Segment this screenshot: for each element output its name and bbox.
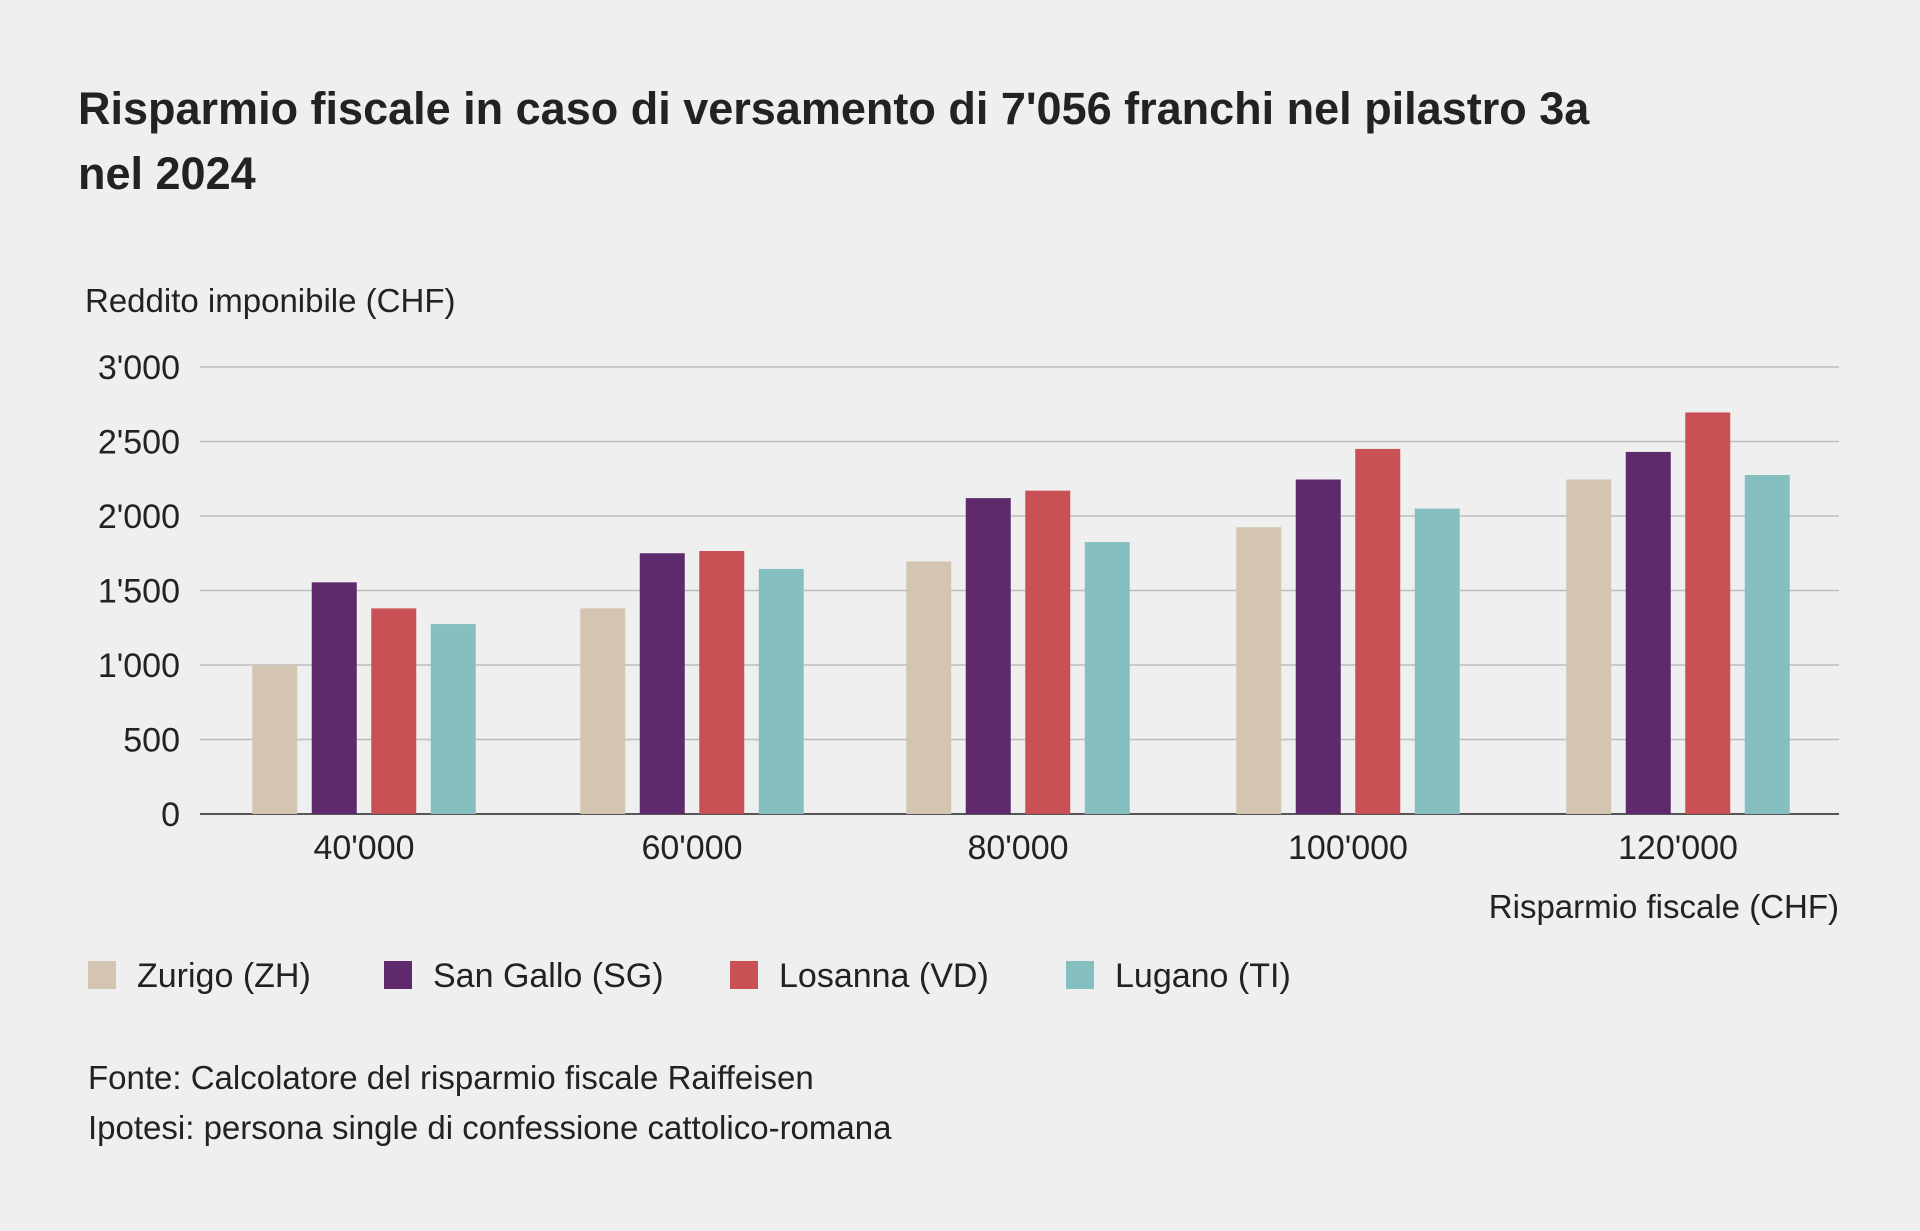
bar [1744,475,1790,814]
y-tick-label: 1'500 [98,573,180,611]
legend-swatch [384,961,412,989]
legend-label: San Gallo (SG) [433,957,664,995]
bar [1625,451,1671,814]
x-tick-label: 120'000 [1618,829,1738,867]
bar [1236,527,1282,814]
y-axis-label: Reddito imponibile (CHF) [85,282,455,319]
bar [1685,412,1731,814]
legend-label: Lugano (TI) [1115,957,1291,995]
bar [580,608,626,814]
legend-swatch [1066,961,1094,989]
chart-title-line-2: nel 2024 [78,148,256,199]
bar [1025,490,1071,814]
y-tick-label: 1'000 [98,647,180,685]
x-axis-label: Risparmio fiscale (CHF) [1489,888,1839,925]
bar [311,582,357,814]
legend-swatch [730,961,758,989]
assumption-note: Ipotesi: persona single di confessione c… [88,1109,892,1146]
bar [1414,508,1460,814]
x-tick-label: 100'000 [1288,829,1408,867]
source-note: Fonte: Calcolatore del risparmio fiscale… [88,1059,814,1096]
bar [430,624,476,814]
y-tick-label: 2'500 [98,424,180,462]
bar [639,553,685,814]
y-tick-label: 3'000 [98,349,180,387]
bar [252,665,298,814]
x-tick-label: 60'000 [641,829,742,867]
y-tick-label: 0 [161,796,180,834]
bar [1295,479,1341,814]
bar [1355,448,1401,814]
bar [906,561,952,814]
bar [1084,542,1130,814]
x-tick-label: 80'000 [967,829,1068,867]
legend-swatch [88,961,116,989]
bar [699,551,745,814]
x-tick-label: 40'000 [313,829,414,867]
legend-label: Zurigo (ZH) [137,957,311,995]
bar [758,568,804,814]
y-tick-label: 500 [123,722,180,760]
bar [371,608,417,814]
bar [965,498,1011,814]
legend-label: Losanna (VD) [779,957,989,995]
chart-title-line-1: Risparmio fiscale in caso di versamento … [78,83,1590,134]
y-tick-label: 2'000 [98,498,180,536]
bar [1566,479,1612,814]
